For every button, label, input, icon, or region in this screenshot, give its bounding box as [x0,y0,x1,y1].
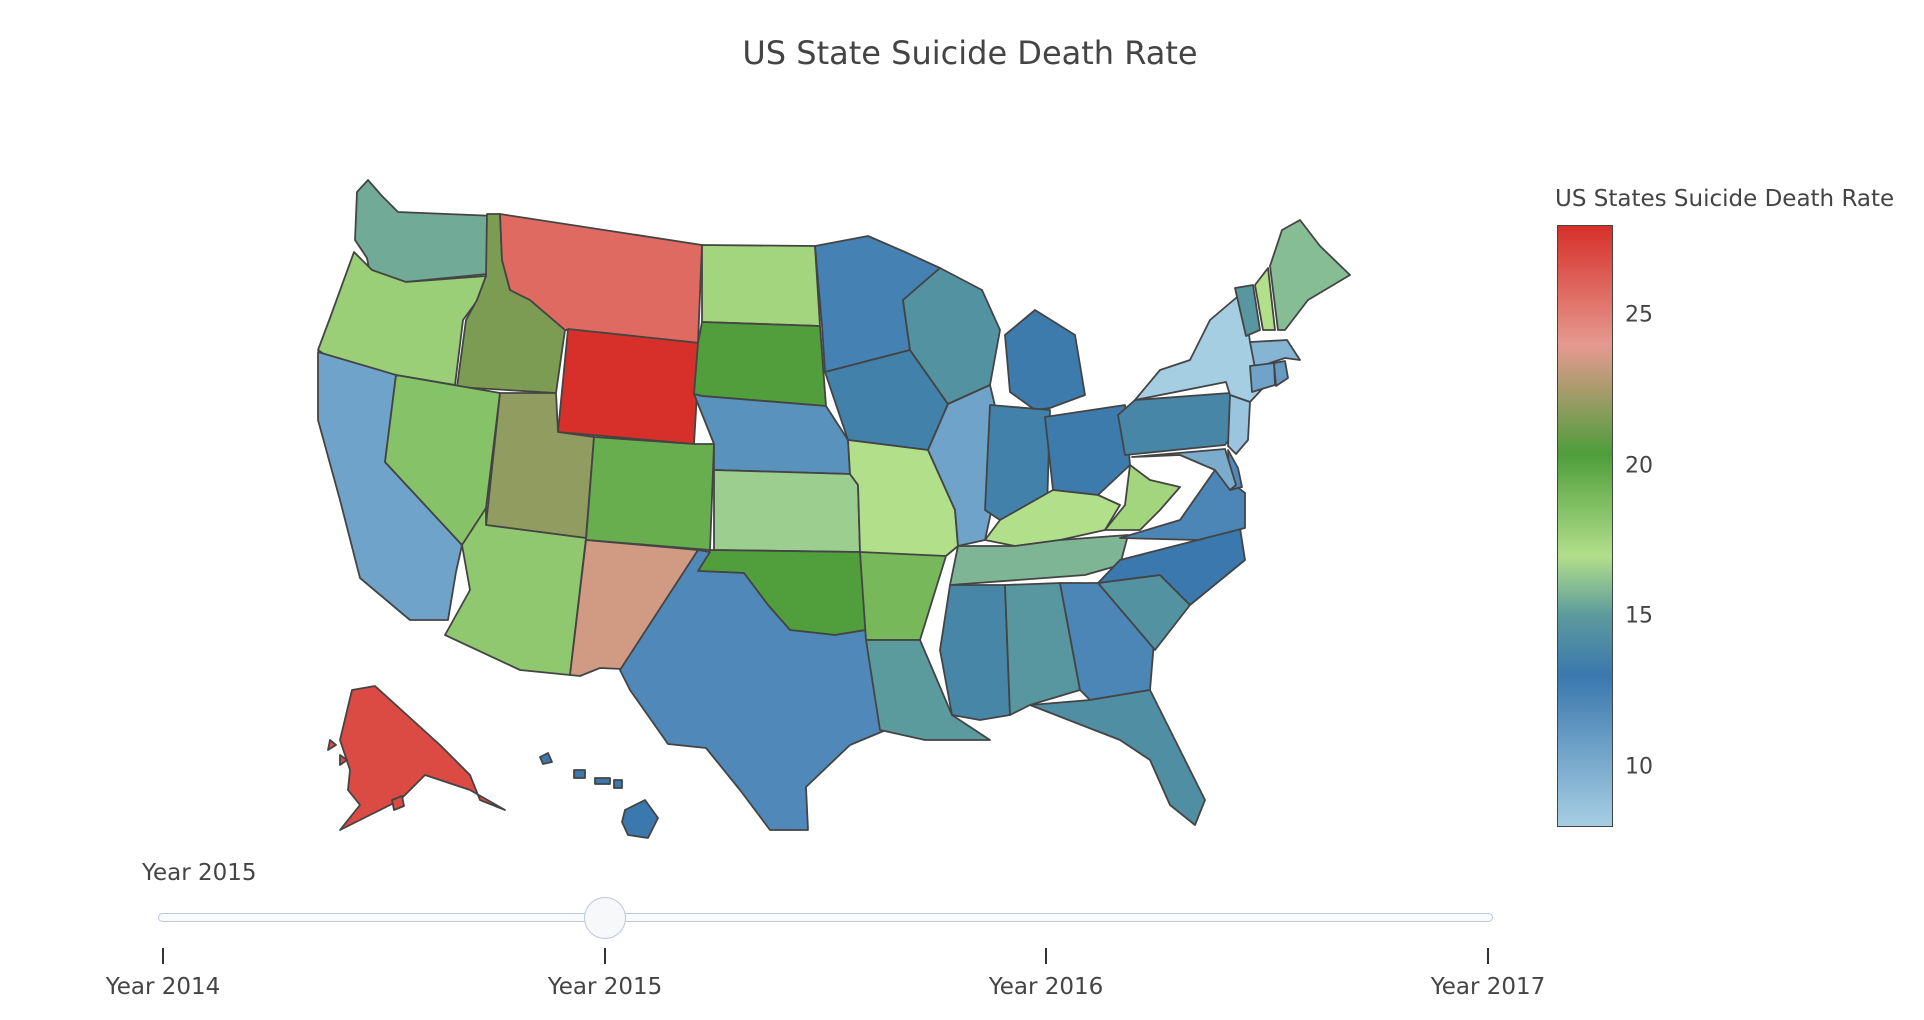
slider-tick [604,948,606,964]
state-nh[interactable] [1254,267,1276,331]
state-ak[interactable] [339,685,506,831]
state-ri[interactable] [1273,360,1289,387]
state-ak-island[interactable] [327,739,337,751]
state-or[interactable] [317,251,487,386]
year-slider-handle[interactable] [584,897,626,939]
colorbar-title: US States Suicide Death Rate [1555,186,1895,212]
slider-tick [1045,948,1047,964]
state-nc[interactable] [1097,527,1246,606]
slider-step-year-2017[interactable]: Year 2017 [1430,974,1546,1000]
state-wv[interactable] [1104,464,1181,531]
slider-tick [1487,948,1489,964]
state-hi-island[interactable] [573,769,586,779]
state-mi[interactable] [1004,309,1086,411]
state-la[interactable] [865,639,991,741]
state-hi-island[interactable] [613,779,623,789]
state-hi[interactable] [621,799,659,839]
year-slider-rail[interactable] [158,913,1493,922]
colorbar-tick-label: 10 [1625,754,1653,780]
state-sd[interactable] [693,321,827,407]
state-hi-island[interactable] [539,752,553,765]
state-hi-island[interactable] [594,777,611,785]
state-vt[interactable] [1234,284,1261,337]
colorbar-tick-label: 20 [1625,453,1653,479]
state-nj[interactable] [1227,394,1251,455]
slider-step-year-2015[interactable]: Year 2015 [547,974,663,1000]
state-va[interactable] [1119,469,1246,541]
state-ma[interactable] [1249,339,1301,369]
state-tn[interactable] [949,534,1129,586]
state-co[interactable] [585,436,715,551]
map-title: US State Suicide Death Rate [742,34,1198,72]
states-layer [317,179,1351,839]
state-ak-island[interactable] [391,795,405,811]
state-me[interactable] [1269,219,1351,331]
colorbar [1557,225,1613,827]
colorbar-tick-label: 25 [1625,302,1653,328]
colorbar-tick-label: 15 [1625,603,1653,629]
state-wy[interactable] [557,328,701,445]
state-ms[interactable] [939,584,1011,721]
slider-step-year-2014[interactable]: Year 2014 [105,974,221,1000]
state-ks[interactable] [713,469,861,553]
state-fl[interactable] [1029,689,1206,826]
state-ar[interactable] [859,551,947,641]
state-wa[interactable] [354,179,497,283]
state-wi[interactable] [902,267,1001,405]
state-al[interactable] [1004,582,1081,716]
state-pa[interactable] [1117,392,1239,456]
state-tx[interactable] [619,549,889,831]
state-ak-island[interactable] [339,754,348,766]
state-ne[interactable] [693,393,851,475]
slider-tick [162,948,164,964]
state-ct[interactable] [1249,362,1276,393]
state-oh[interactable] [1044,404,1131,496]
slider-current-value: Year 2015 [142,860,257,886]
state-md[interactable] [1131,448,1237,491]
slider-step-year-2016[interactable]: Year 2016 [988,974,1104,1000]
state-nd[interactable] [701,244,821,327]
